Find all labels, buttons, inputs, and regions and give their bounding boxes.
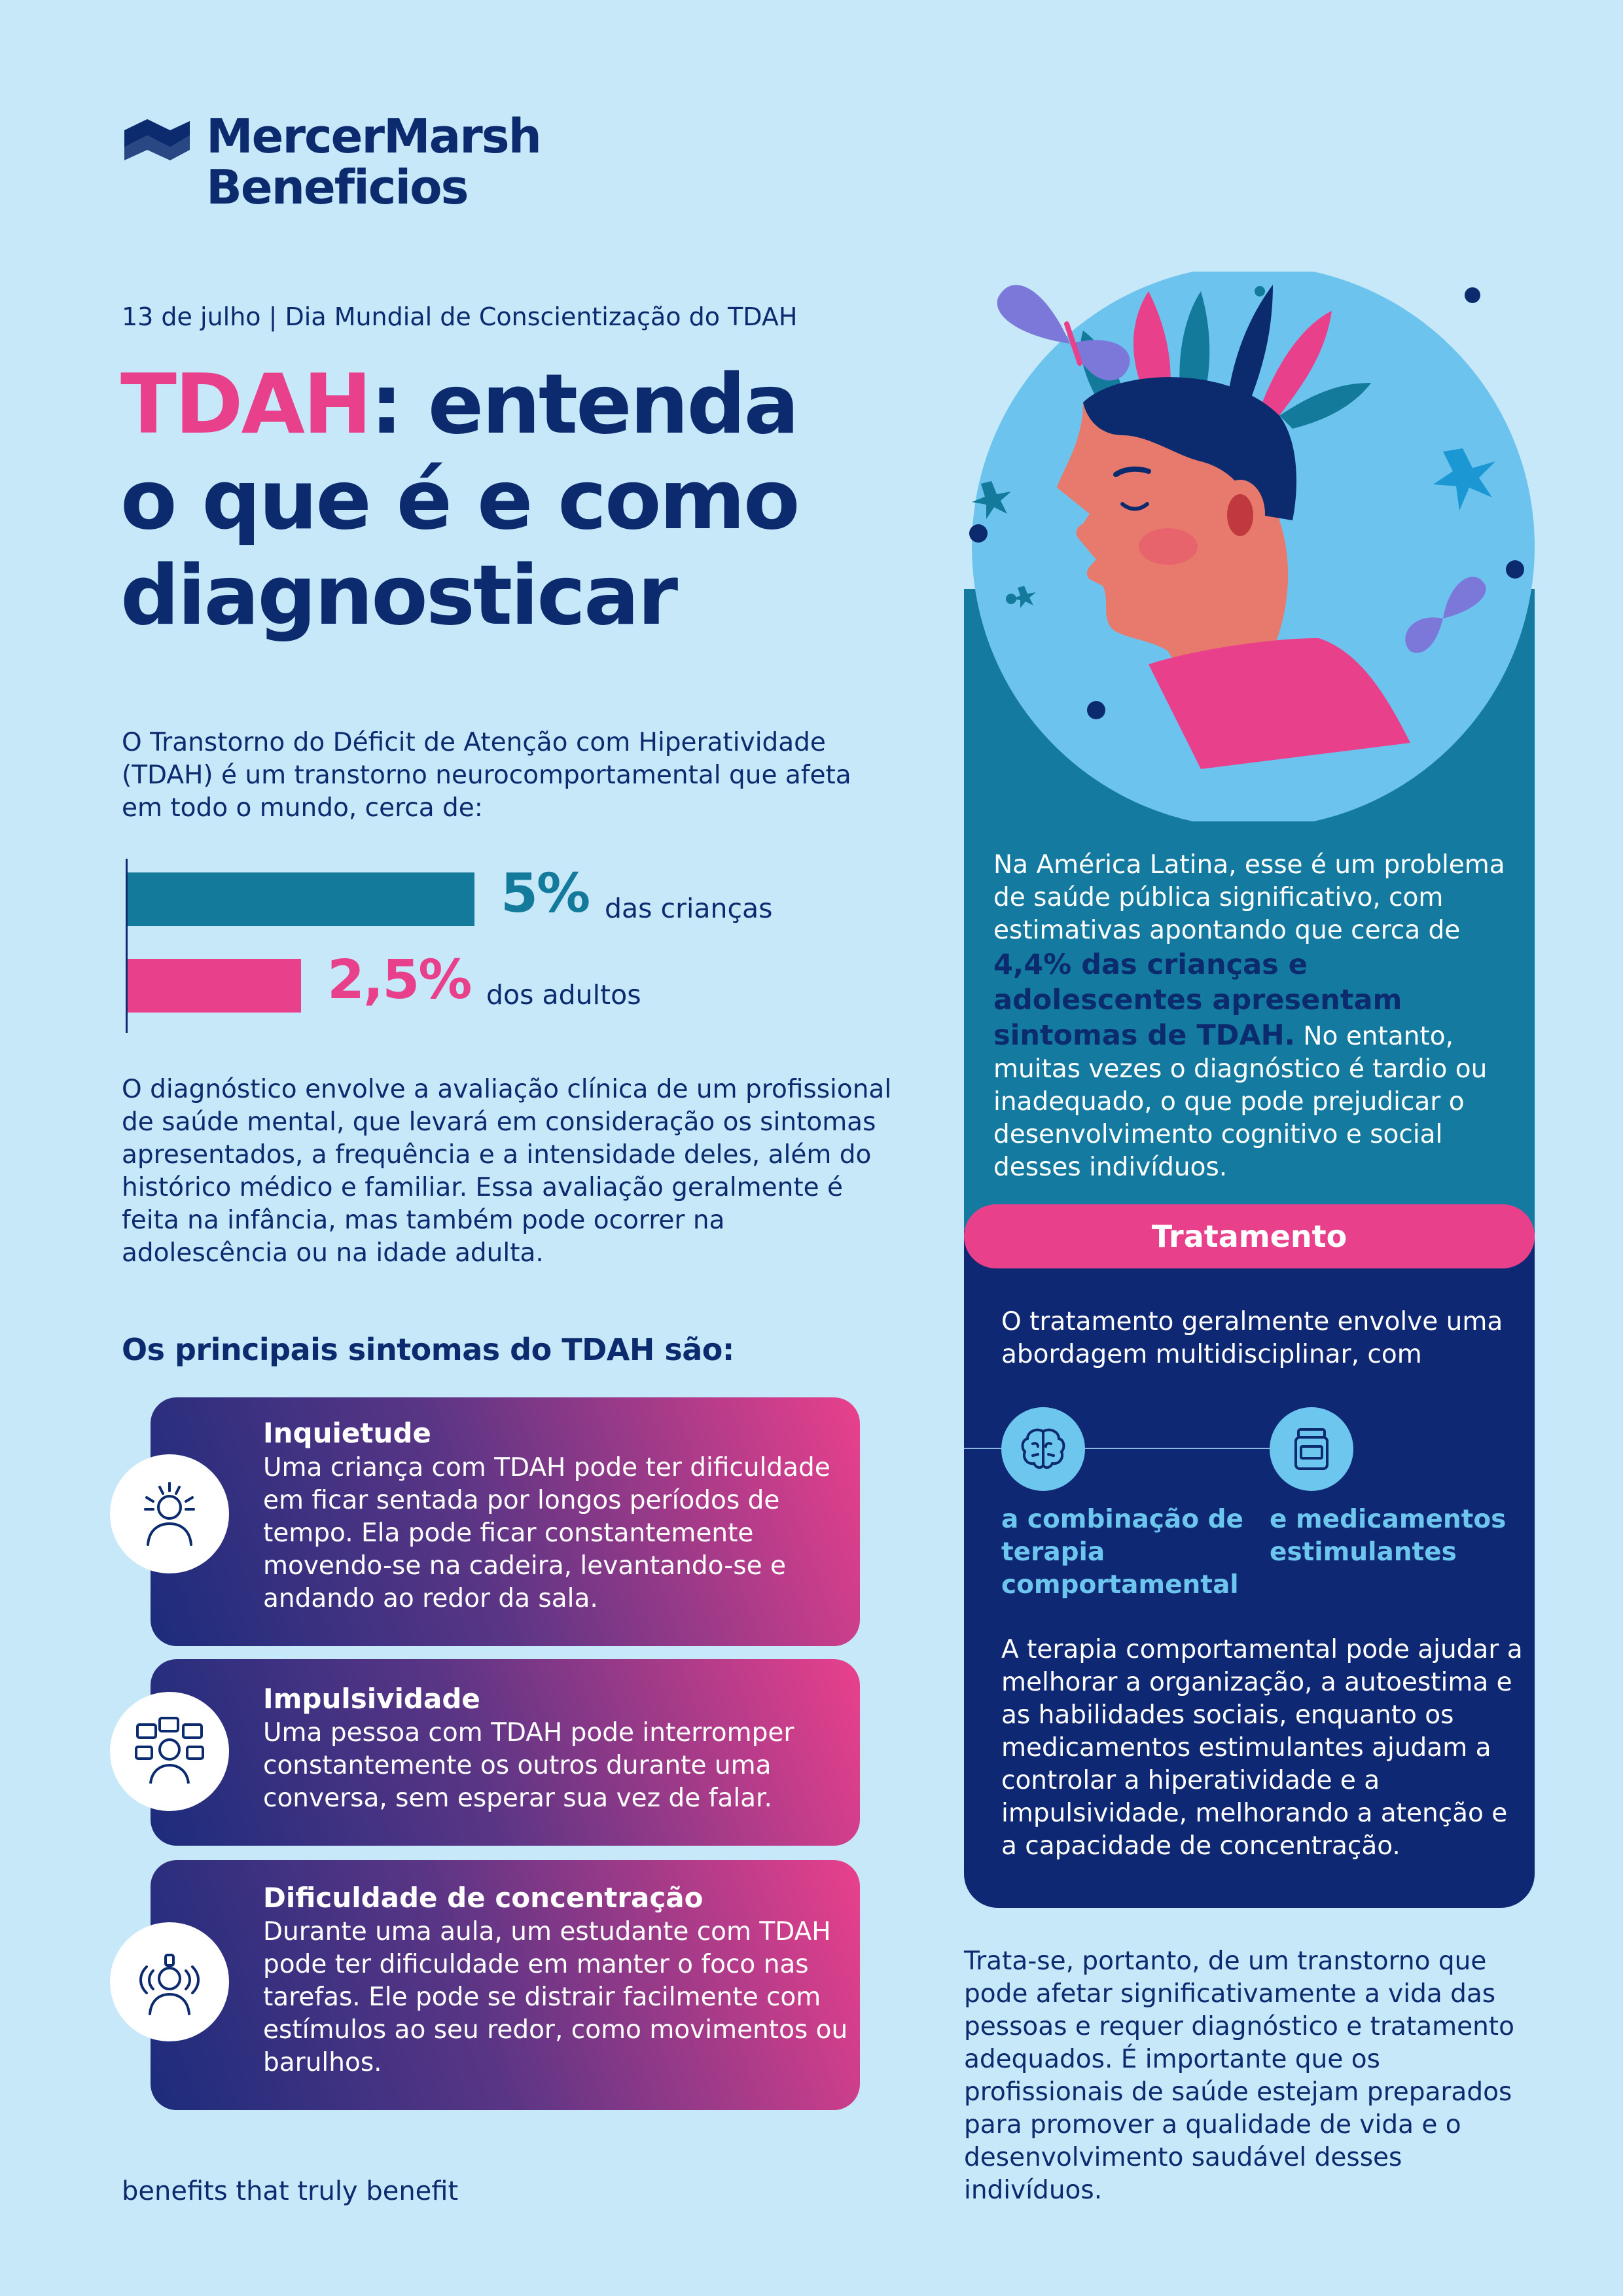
treatment-body: A terapia comportamental pode ajudar a m… (1001, 1635, 1523, 1861)
title-highlight: TDAH (120, 356, 372, 452)
symptom-body: Durante uma aula, um estudante com TDAH … (263, 1917, 848, 2077)
latam-text-before: Na América Latina, esse é um problema de… (993, 850, 1505, 945)
brand-name-line2: Beneficios (206, 160, 469, 215)
brain-icon (1001, 1407, 1085, 1491)
treatment-item-medication: e medicamentos estimulantes (1270, 1505, 1507, 1567)
symptom-card-concentration: Dificuldade de concentração Durante uma … (151, 1860, 860, 2110)
title-rest: : entenda o que é e como diagnosticar (120, 356, 800, 643)
symptom-title: Dificuldade de concentração (263, 1882, 704, 1914)
distracted-person-icon (110, 1922, 229, 2041)
treatment-title: Tratamento (964, 1204, 1535, 1268)
symptom-title: Impulsividade (263, 1683, 480, 1715)
treatment-connector-line (964, 1448, 1317, 1449)
treatment-intro: O tratamento geralmente envolve uma abor… (1001, 1307, 1503, 1369)
face-illustration (1057, 377, 1410, 769)
latam-highlight: 4,4% das crianças e adolescentes apresen… (993, 948, 1402, 1052)
symptom-card-restlessness: Inquietude Uma criança com TDAH pode ter… (151, 1397, 860, 1646)
symptom-title: Inquietude (263, 1417, 431, 1449)
tagline: benefits that truly benefit (122, 2176, 459, 2206)
stat-label-adults: dos adultos (486, 979, 641, 1011)
treatment-panel (964, 1230, 1535, 1908)
stat-bar-children (128, 872, 474, 926)
stat-label-children: das crianças (605, 893, 773, 924)
stat-value-children: 5% (501, 863, 590, 925)
date-line: 13 de julho | Dia Mundial de Conscientiz… (122, 302, 798, 331)
medicine-jar-icon (1270, 1407, 1353, 1491)
head-illustration (969, 272, 1535, 821)
brand-name-line1: MercerMarsh (206, 109, 542, 164)
star-decoration-small (972, 481, 1011, 519)
stat-value-adults: 2,5% (327, 949, 472, 1011)
page-title: TDAH: entenda o que é e como diagnostica… (120, 357, 873, 643)
stat-bar-adults (128, 959, 301, 1013)
symptom-body: Uma criança com TDAH pode ter dificuldad… (263, 1453, 830, 1613)
butterfly-icon (997, 285, 1130, 381)
butterfly-small-icon (1405, 577, 1486, 653)
star-decoration (1433, 448, 1495, 511)
latam-text-after: No entanto, muitas vezes o diagnóstico é… (993, 1022, 1488, 1182)
intro-text: O Transtorno do Déficit de Atenção com H… (122, 728, 851, 823)
symptom-card-impulsivity: Impulsividade Uma pessoa com TDAH pode i… (151, 1659, 860, 1846)
latam-text: Na América Latina, esse é um problema de… (993, 849, 1517, 1184)
diagnosis-text: O diagnóstico envolve a avaliação clínic… (122, 1075, 892, 1268)
star-decoration-tiny (1012, 586, 1036, 608)
logo-mark-icon (124, 119, 190, 160)
conclusion-text: Trata-se, portanto, de um transtorno que… (964, 1946, 1514, 2205)
stat-axis (126, 859, 128, 1033)
treatment-item-therapy: a combinação de terapia comportamental (1001, 1505, 1243, 1600)
restless-person-icon (110, 1454, 229, 1573)
speech-bubbles-person-icon (110, 1692, 229, 1811)
symptoms-heading: Os principais sintomas do TDAH são: (122, 1332, 734, 1367)
symptom-body: Uma pessoa com TDAH pode interromper con… (263, 1718, 794, 1813)
